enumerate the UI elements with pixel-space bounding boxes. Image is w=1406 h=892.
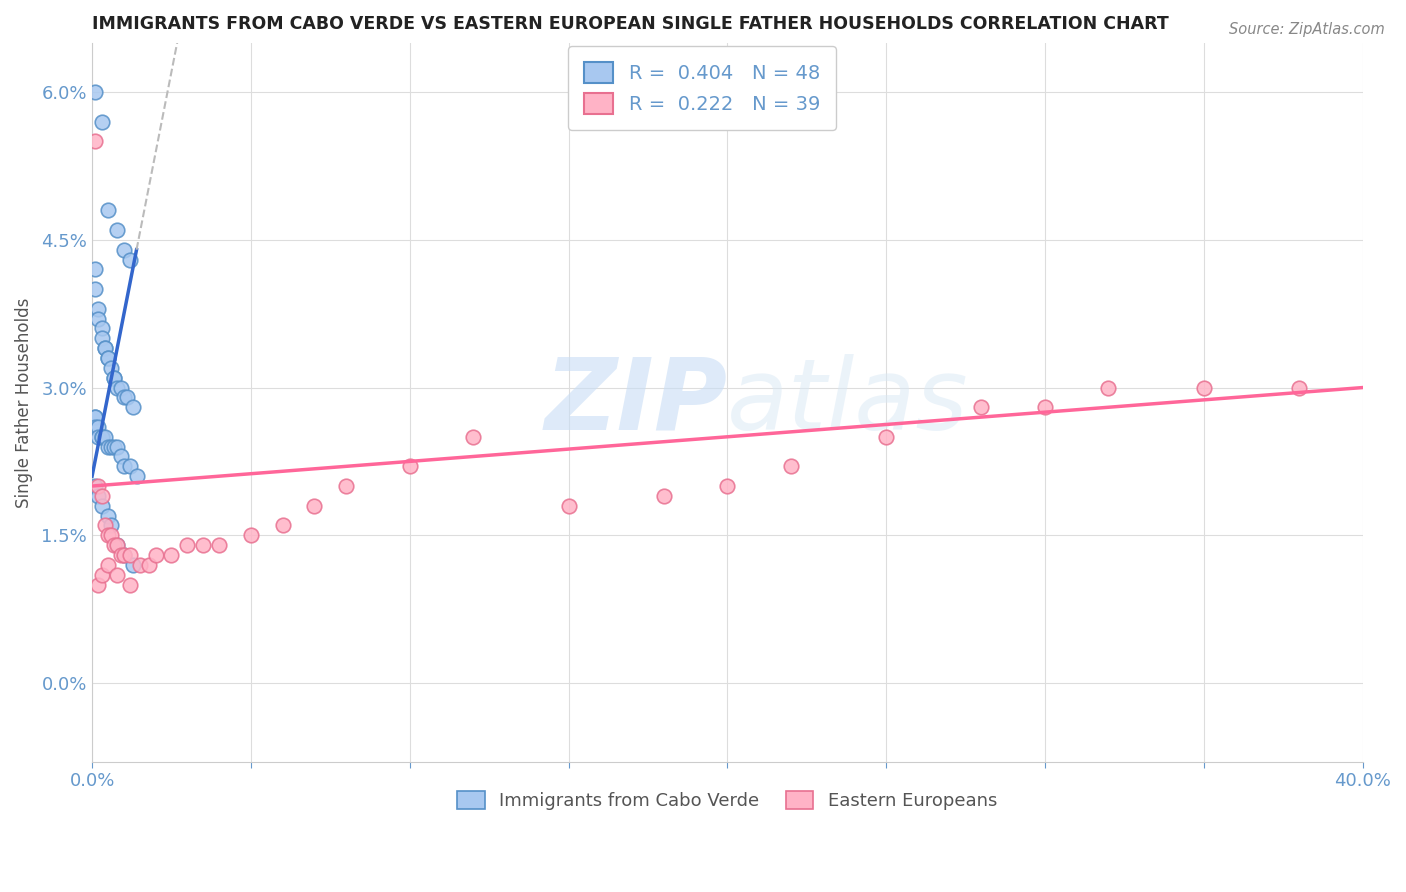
Point: [193, 538, 215, 552]
Point: [100, 518, 122, 533]
Point: [94, 341, 117, 355]
Point: [115, 391, 138, 405]
Point: [652, 489, 675, 503]
Point: [103, 440, 125, 454]
Point: [97, 558, 120, 572]
Point: [120, 252, 142, 267]
Point: [110, 548, 132, 562]
Point: [94, 430, 117, 444]
Point: [94, 518, 117, 533]
Point: [90, 567, 112, 582]
Point: [94, 341, 117, 355]
Point: [1192, 380, 1215, 394]
Legend: Immigrants from Cabo Verde, Eastern Europeans: Immigrants from Cabo Verde, Eastern Euro…: [450, 784, 1004, 817]
Point: [112, 548, 135, 562]
Point: [107, 567, 129, 582]
Point: [84, 262, 107, 277]
Point: [84, 85, 107, 99]
Point: [970, 401, 993, 415]
Text: IMMIGRANTS FROM CABO VERDE VS EASTERN EUROPEAN SINGLE FATHER HOUSEHOLDS CORRELAT: IMMIGRANTS FROM CABO VERDE VS EASTERN EU…: [91, 15, 1168, 33]
Point: [90, 430, 112, 444]
Point: [779, 459, 801, 474]
Point: [97, 203, 120, 218]
Point: [90, 114, 112, 128]
Point: [87, 577, 110, 591]
Point: [87, 420, 110, 434]
Point: [107, 440, 129, 454]
Point: [97, 440, 120, 454]
Point: [90, 331, 112, 345]
Point: [120, 459, 142, 474]
Point: [112, 548, 135, 562]
Point: [271, 518, 294, 533]
Point: [100, 360, 122, 375]
Y-axis label: Single Father Households: Single Father Households: [15, 297, 32, 508]
Point: [84, 479, 107, 493]
Point: [87, 489, 110, 503]
Text: atlas: atlas: [727, 354, 969, 450]
Point: [1033, 401, 1056, 415]
Point: [128, 558, 150, 572]
Point: [87, 311, 110, 326]
Point: [557, 499, 579, 513]
Point: [125, 469, 148, 483]
Point: [87, 301, 110, 316]
Point: [97, 351, 120, 365]
Point: [122, 558, 145, 572]
Point: [90, 321, 112, 335]
Point: [120, 548, 142, 562]
Point: [103, 538, 125, 552]
Point: [100, 440, 122, 454]
Point: [97, 351, 120, 365]
Point: [90, 430, 112, 444]
Point: [97, 528, 120, 542]
Point: [208, 538, 231, 552]
Point: [107, 223, 129, 237]
Text: ZIP: ZIP: [544, 354, 727, 450]
Point: [110, 380, 132, 394]
Point: [120, 577, 142, 591]
Text: Source: ZipAtlas.com: Source: ZipAtlas.com: [1229, 22, 1385, 37]
Point: [112, 459, 135, 474]
Point: [84, 410, 107, 425]
Point: [160, 548, 183, 562]
Point: [84, 134, 107, 148]
Point: [100, 528, 122, 542]
Point: [90, 499, 112, 513]
Point: [107, 380, 129, 394]
Point: [335, 479, 357, 493]
Point: [138, 558, 160, 572]
Point: [90, 489, 112, 503]
Point: [176, 538, 198, 552]
Point: [84, 420, 107, 434]
Point: [103, 370, 125, 384]
Point: [122, 401, 145, 415]
Point: [84, 282, 107, 296]
Point: [107, 538, 129, 552]
Point: [304, 499, 326, 513]
Point: [107, 538, 129, 552]
Point: [463, 430, 485, 444]
Point: [84, 410, 107, 425]
Point: [103, 370, 125, 384]
Point: [112, 243, 135, 257]
Point: [239, 528, 262, 542]
Point: [145, 548, 167, 562]
Point: [87, 479, 110, 493]
Point: [875, 430, 897, 444]
Point: [97, 508, 120, 523]
Point: [1288, 380, 1310, 394]
Point: [112, 391, 135, 405]
Point: [110, 450, 132, 464]
Point: [716, 479, 738, 493]
Point: [1097, 380, 1119, 394]
Point: [87, 430, 110, 444]
Point: [398, 459, 420, 474]
